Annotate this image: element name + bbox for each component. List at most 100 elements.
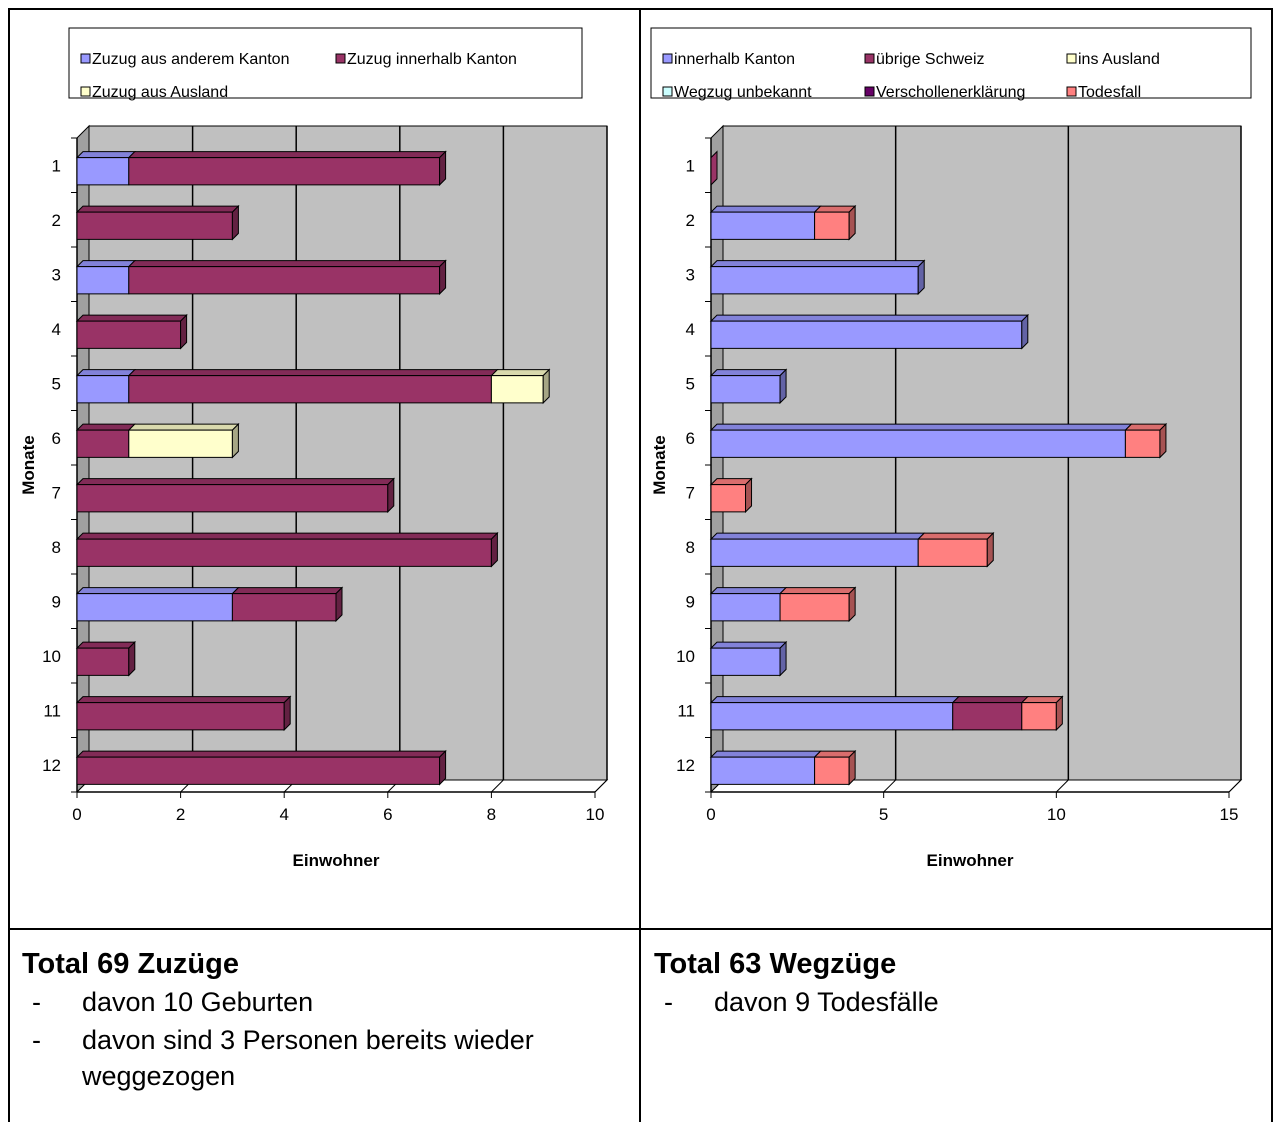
bar-segment	[77, 648, 129, 675]
y-tick-label: 8	[686, 538, 695, 557]
bar-side	[849, 588, 855, 621]
x-tick-label: 6	[383, 805, 392, 824]
bar-side	[780, 642, 786, 675]
bar-side	[336, 588, 342, 621]
bar-top	[711, 588, 786, 594]
bar-top	[77, 588, 238, 594]
bar-segment	[711, 212, 815, 239]
x-tick-label: 5	[879, 805, 888, 824]
bar-side	[849, 206, 855, 239]
bar-segment	[129, 430, 233, 457]
legend-swatch	[663, 87, 672, 96]
bar-top	[780, 588, 855, 594]
bar-segment	[77, 267, 129, 294]
bar-segment	[129, 158, 440, 185]
summary-left-bullet-2: - davon sind 3 Personen bereits wieder w…	[32, 1022, 622, 1096]
bar-segment	[711, 757, 815, 784]
y-tick-label: 1	[686, 156, 695, 175]
x-tick-label: 2	[176, 805, 185, 824]
bar-segment	[1022, 703, 1057, 730]
table-row-divider	[8, 928, 1273, 930]
bullet-dash: -	[664, 984, 673, 1020]
y-tick-label: 6	[686, 429, 695, 448]
bar-top	[77, 533, 497, 539]
x-tick-label: 0	[72, 805, 81, 824]
bar-top	[711, 697, 959, 703]
bar-top	[77, 751, 446, 757]
bar-top	[77, 315, 187, 321]
bar-side	[440, 751, 446, 784]
bar-top	[815, 751, 856, 757]
bar-top	[711, 261, 924, 267]
y-tick-label: 6	[52, 429, 61, 448]
y-tick-label: 10	[676, 647, 695, 666]
bar-side	[388, 479, 394, 512]
bar-segment	[711, 376, 780, 403]
bar-segment	[129, 376, 492, 403]
bar-side	[440, 152, 446, 185]
bar-segment	[77, 594, 232, 621]
wegzuege-chart: innerhalb Kanton übrige Schweiz ins Auslan…	[641, 10, 1271, 928]
bar-side	[129, 642, 135, 675]
bar-segment	[77, 703, 284, 730]
bar-segment	[491, 376, 543, 403]
bar-side	[491, 533, 497, 566]
bar-segment	[711, 648, 780, 675]
bar-top	[77, 152, 135, 158]
bar-segment	[815, 212, 850, 239]
bar-segment	[77, 430, 129, 457]
zuzuege-chart: Zuzug aus anderem Kanton Zuzug innerhalb …	[10, 10, 639, 928]
bar-segment	[815, 757, 850, 784]
legend-label: Wegzug unbekannt	[674, 84, 812, 101]
y-tick-label: 9	[686, 592, 695, 611]
legend-label: Zuzug aus Ausland	[92, 84, 228, 101]
x-tick-label: 15	[1220, 805, 1239, 824]
y-tick-label: 12	[676, 756, 695, 775]
bar-top	[711, 315, 1028, 321]
bar-side	[232, 424, 238, 457]
y-tick-label: 1	[52, 156, 61, 175]
bar-segment	[711, 485, 746, 512]
bar-segment	[711, 703, 953, 730]
bar-top	[77, 370, 135, 376]
bar-segment	[711, 430, 1125, 457]
bar-side	[543, 370, 549, 403]
y-tick-label: 4	[686, 320, 695, 339]
bar-segment	[129, 267, 440, 294]
y-tick-label: 12	[42, 756, 61, 775]
bar-side	[746, 479, 752, 512]
bar-segment	[77, 158, 129, 185]
y-axis-title: Monate	[19, 435, 38, 495]
y-tick-label: 9	[52, 592, 61, 611]
bar-side	[711, 152, 717, 185]
y-tick-label: 2	[52, 211, 61, 230]
bar-segment	[77, 757, 440, 784]
y-tick-label: 11	[43, 701, 61, 720]
bar-top	[711, 751, 821, 757]
bar-side	[284, 697, 290, 730]
legend-label: Zuzug aus anderem Kanton	[92, 51, 289, 68]
bar-top	[918, 533, 993, 539]
bar-side	[1056, 697, 1062, 730]
bar-side	[1160, 424, 1166, 457]
y-tick-label: 8	[52, 538, 61, 557]
bar-segment	[711, 267, 918, 294]
bar-top	[129, 152, 446, 158]
y-tick-label: 5	[686, 374, 695, 393]
bar-top	[711, 533, 924, 539]
bar-segment	[953, 703, 1022, 730]
bar-top	[77, 261, 135, 267]
bar-top	[77, 642, 135, 648]
bullet-text: davon 10 Geburten	[82, 984, 602, 1020]
y-tick-label: 7	[52, 483, 61, 502]
bar-side	[232, 206, 238, 239]
bullet-text: davon sind 3 Personen bereits wieder weg…	[82, 1022, 627, 1094]
y-tick-label: 3	[686, 265, 695, 284]
legend-label: innerhalb Kanton	[674, 51, 795, 68]
summary-left-bullet-1: - davon 10 Geburten	[32, 984, 622, 1020]
bar-top	[711, 479, 752, 485]
bar-top	[711, 424, 1131, 430]
y-tick-label: 2	[686, 211, 695, 230]
legend-label: übrige Schweiz	[876, 51, 985, 68]
bar-segment	[232, 594, 336, 621]
